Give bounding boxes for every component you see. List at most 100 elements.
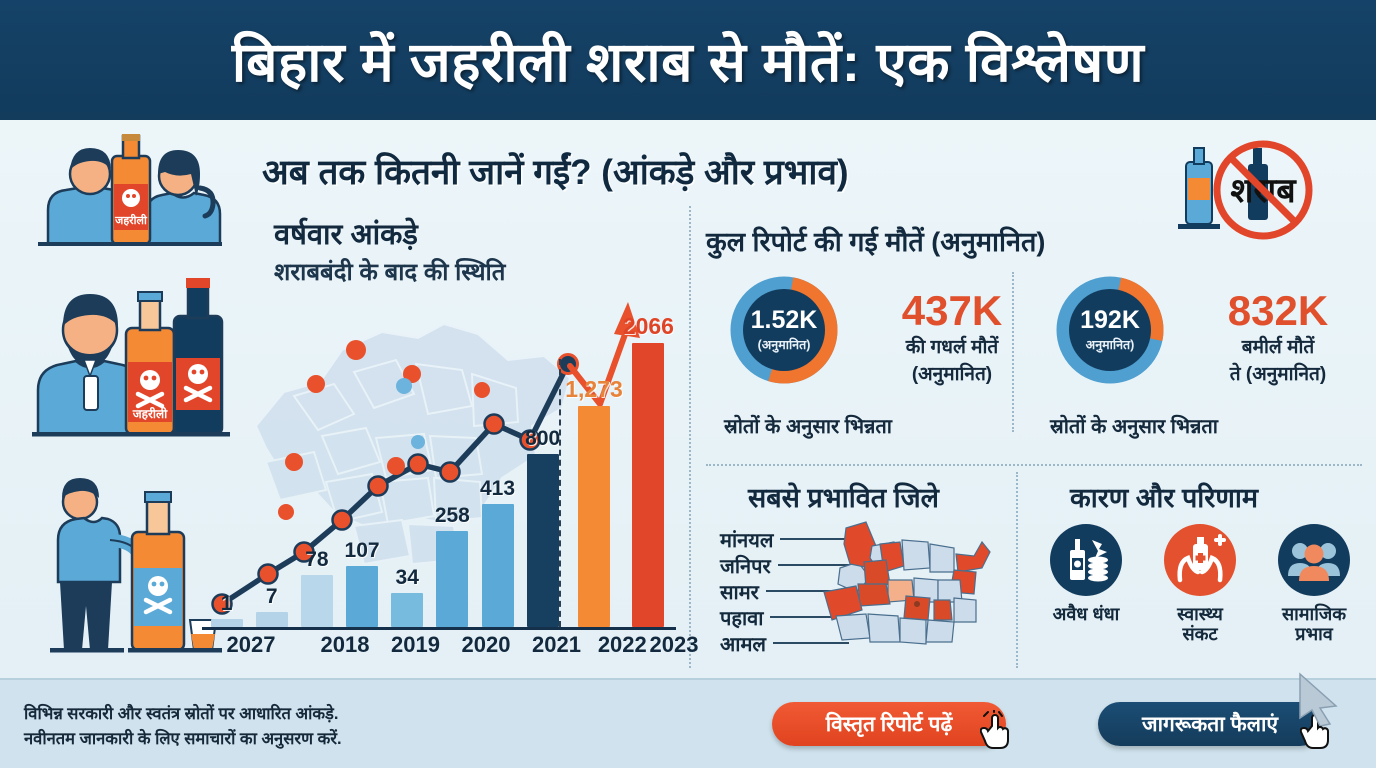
district-leader-line [772,642,849,644]
x-tick-label: 2021 [532,632,581,657]
trend-line-overlay [211,302,640,615]
bar [436,530,469,627]
x-tick-label: 2018 [320,632,370,657]
cause-label-3-line2: प्रभाव [1295,624,1333,645]
district-leader-line [770,616,855,618]
chart-title: वर्षवार आंकड़े [274,219,418,251]
cause-item-health-crisis[interactable]: स्वास्थ्य संकट [1150,524,1250,644]
bottle-label-2: जहरीली [132,407,168,421]
causes-panel: कारण और परिणाम अवैध धं [1024,474,1368,666]
district-leader-line [777,564,854,566]
bar [578,406,611,627]
bar [526,453,559,627]
yearly-chart-panel: वर्षवार आंकड़े शराबबंदी के बाद की स्थिति [196,214,699,666]
bar-group: 2066 [623,297,674,627]
bar-group: 800 [520,297,565,627]
bar [210,619,243,627]
districts-list: मांनयल जनिपर सामर पहावा आमल [720,526,858,656]
pointer-arrow-icon [1299,672,1338,726]
district-row: पहावा [720,604,858,630]
bar [300,575,333,627]
subtitle: अब तक कितनी जानें गईं? (आंकड़े और प्रभाव… [262,153,849,192]
people-group-icon [1278,524,1350,596]
bar-series: 1 7 78 107 34 258 413 800 1,273 2066 [204,297,674,627]
header-banner: बिहार में जहरीली शराब से मौतें: एक विश्ल… [0,0,1376,120]
district-name: पहावा [720,607,764,630]
bar-group: 258 [430,297,475,627]
illustration-man-bottles: जहरीली [32,278,230,437]
spread-awareness-button[interactable]: जागरूकता फैलाएं [1098,702,1322,746]
bar [481,504,514,627]
big-desc-line1-1: की गधर्ल मौतें [905,337,999,358]
big-desc-line2-2: ते (अनुमानित) [1229,363,1327,385]
bar-value-label: 413 [479,477,516,501]
district-row: मांनयल [720,526,858,552]
big-number-2: 832K [1227,287,1329,334]
donut-chart-2: 192K अनुमानित) [1056,276,1164,384]
forecast-divider [559,359,561,627]
vertical-divider-donuts [1012,272,1014,432]
cause-label-1: अवैध धंधा [1052,604,1120,624]
donut-chart-1: 1.52K (अनुमानित) [730,276,838,384]
x-tick-label: 2020 [461,632,511,657]
big-desc-line1-2: बमीर्ल मौतें [1241,337,1315,358]
bar-group: 34 [385,297,430,627]
district-row: सामर [720,578,858,604]
district-row: आमल [720,630,858,656]
x-tick-label: 2027 [226,632,276,657]
health-hands-icon [1164,524,1236,596]
bar-group: 1 [204,297,249,627]
chart-plot-area: 1 7 78 107 34 258 413 800 1,273 2066 2027 2018 2019… [196,214,699,666]
causes-title: कारण और परिणाम [1070,483,1258,513]
bar-value-label: 7 [265,585,278,609]
x-axis-labels: 2027 2018 2019 2020 2021 2022 2023 [204,632,699,662]
x-tick-label: 2019 [391,632,440,657]
causes-row: अवैध धंधा स्वास्थ्य संकट [1036,524,1364,644]
chart-subtitle: शराबबंदी के बाद की स्थिति [274,259,506,286]
bar [255,612,288,627]
districts-title: सबसे प्रभावित जिले [748,483,939,513]
districts-panel: सबसे प्रभावित जिले मांनयल जनिपर सामर पहावा आ… [706,474,1012,666]
vertical-divider-bottom-right [1016,472,1018,668]
district-leader-line [780,538,857,540]
bar [632,343,665,627]
districts-map [823,521,991,645]
x-tick-label: 2023 [649,632,699,657]
bar-value-label: 1 [220,592,233,615]
cause-item-social-impact[interactable]: सामाजिक प्रभाव [1264,524,1364,644]
read-report-button[interactable]: विस्तृत रिपोर्ट पढ़ें [772,702,1006,746]
bar-group: 1,273 [565,297,623,627]
donut-sub-1: (अनुमानित) [757,337,811,352]
cause-item-illegal-trade[interactable]: अवैध धंधा [1036,524,1136,644]
source-note-1: स्रोतों के अनुसार भिन्नता [724,416,892,438]
bar-group: 78 [294,297,339,627]
x-tick-label: 2022 [597,632,647,657]
donut-center-1: 1.52K (अनुमानित) [743,289,825,371]
donut-center-2: 192K अनुमानित) [1069,289,1151,371]
donut-stat-1: 1.52K (अनुमानित) [730,276,838,384]
section-title-total-deaths: कुल रिपोर्ट की गई मौतें (अनुमानित) [706,227,1046,257]
district-name: मांनयल [720,529,774,552]
cursor-hand-icon-2 [1300,714,1329,749]
bar-value-label: 2066 [622,313,674,340]
page-title: बिहार में जहरीली शराब से मौतें: एक विश्ल… [231,30,1145,93]
illustration-couple-bottle: जहरीली [38,134,222,246]
big-stat-2: 832K बमीर्ल मौतें ते (अनुमानित) [1188,290,1368,386]
bar [346,566,379,627]
no-alcohol-icon: शराब [1178,140,1313,240]
bar-value-label: 1,273 [565,376,623,403]
district-name: सामर [720,581,759,604]
big-desc-line2-1: (अनुमानित) [911,363,993,385]
big-number-1: 437K [901,287,1003,334]
district-leader-line [765,590,858,592]
cursor-hand-icon-1 [980,710,1009,749]
bar-group: 7 [249,297,294,627]
bar-group: 107 [339,297,384,627]
footer-note: विभिन्न सरकारी और स्वतंत्र स्रोतों पर आध… [24,702,342,752]
source-note-2: स्रोतों के अनुसार भिन्नता [1050,416,1218,438]
district-row: जनिपर [720,552,858,578]
illustration-man-pouring [50,478,222,653]
bar-value-label: 107 [344,539,380,563]
x-axis-line [202,627,676,630]
